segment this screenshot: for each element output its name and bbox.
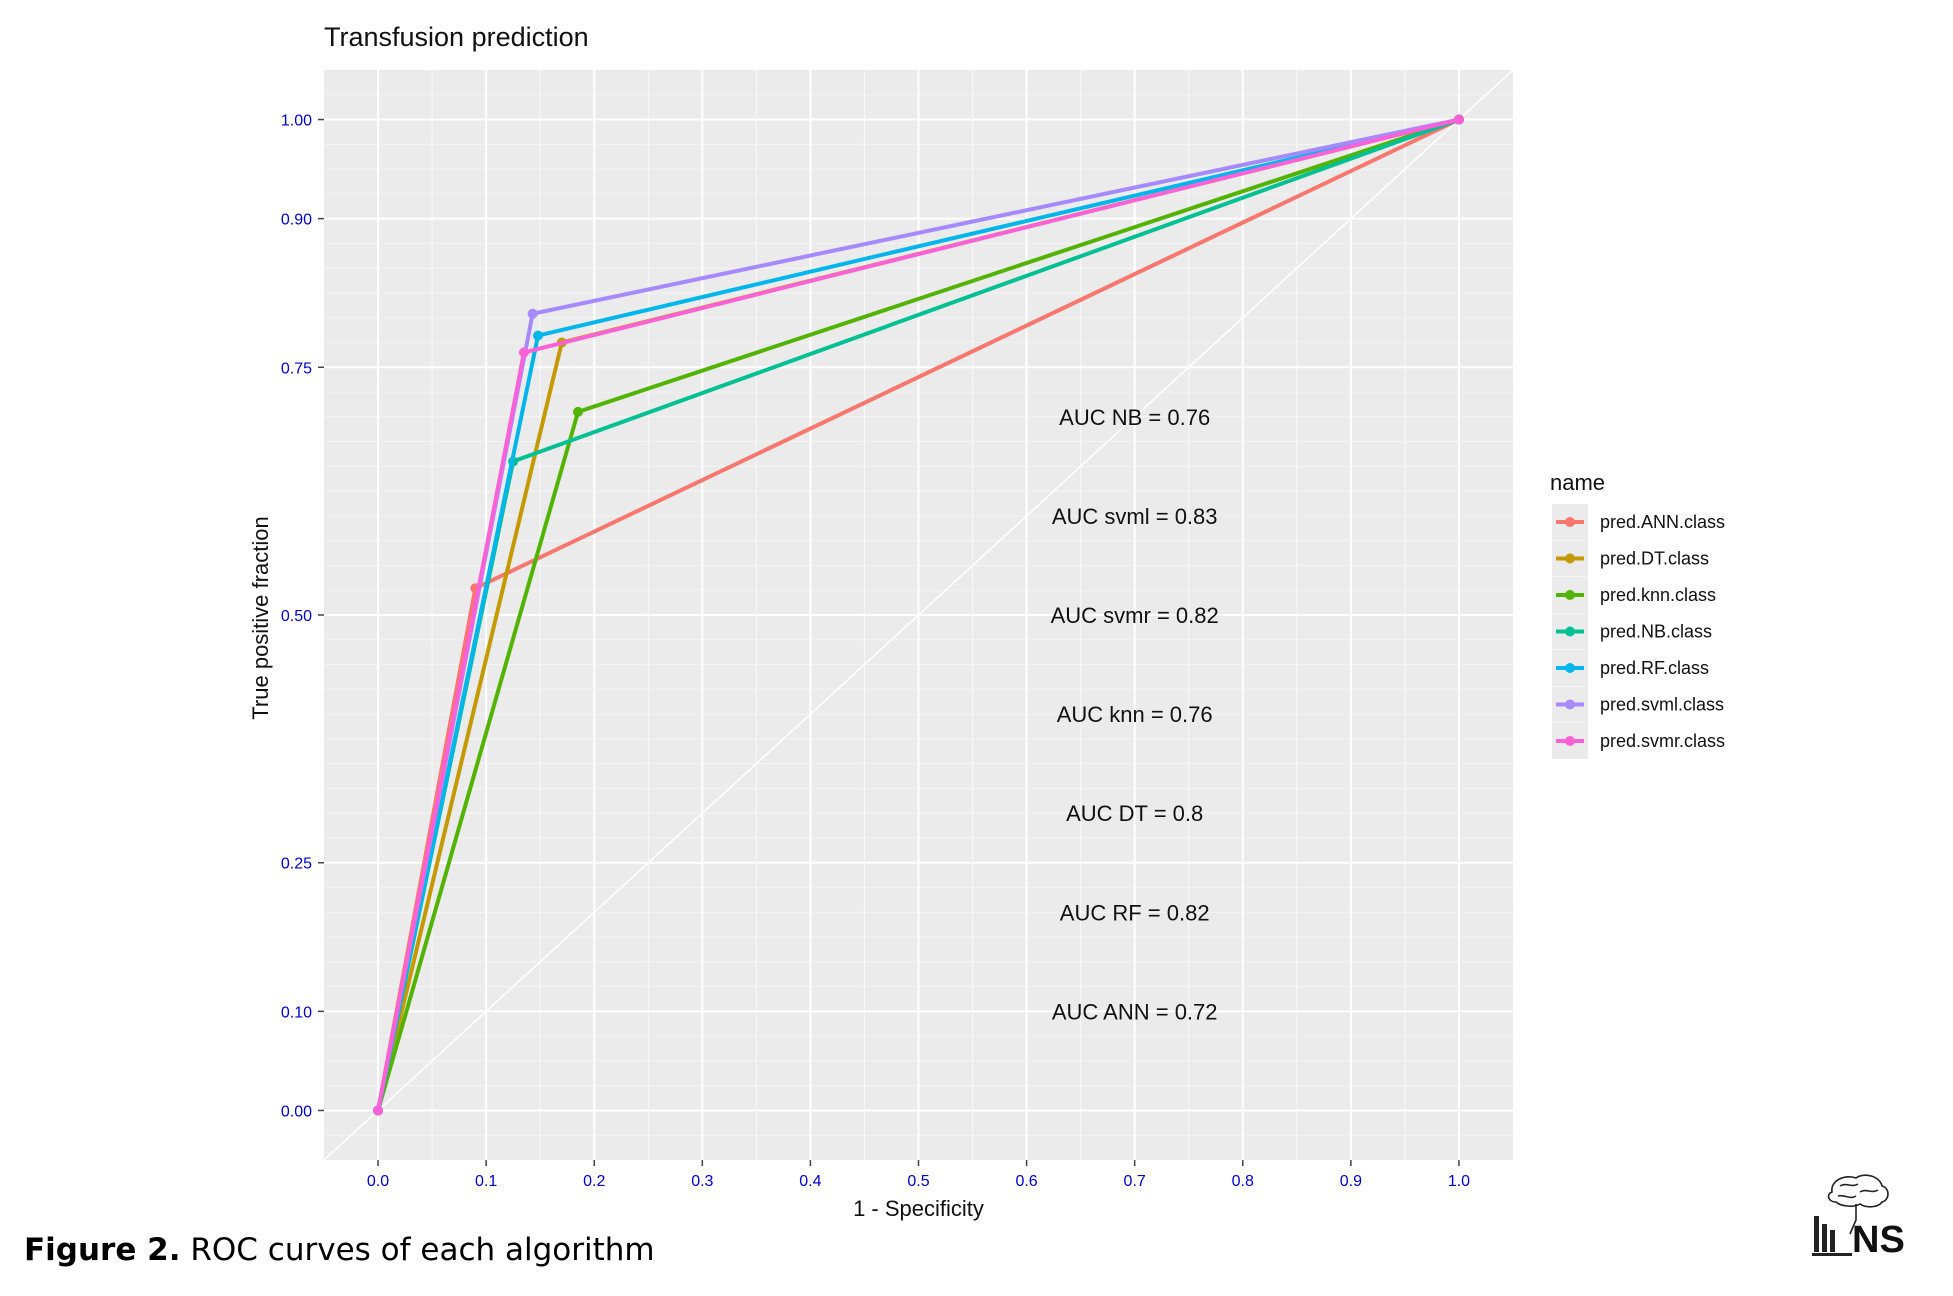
grid-lines [324, 70, 1513, 1160]
legend-item: pred.ANN.class [1552, 504, 1725, 540]
legend-label: pred.ANN.class [1600, 512, 1725, 532]
legend-item: pred.NB.class [1552, 613, 1712, 650]
figure-caption: Figure 2. ROC curves of each algorithm [24, 1232, 655, 1268]
y-axis-ticks: 0.00 0.10 0.25 0.50 0.75 0.90 1.00 [281, 113, 324, 1120]
series-pred-svmr-class [373, 114, 1464, 1116]
x-tick-label: 0.1 [475, 1173, 497, 1190]
series-point [1453, 114, 1464, 125]
y-axis-label: True positive fraction [248, 516, 273, 719]
y-tick-label: 0.75 [281, 360, 312, 377]
chart-title: Transfusion prediction [324, 22, 589, 52]
legend-key-point [1565, 626, 1575, 637]
x-tick-label: 0.6 [1015, 1173, 1037, 1190]
x-tick-label: 0.0 [367, 1173, 389, 1190]
auc-annotation: AUC DT = 0.8 [1066, 801, 1203, 826]
diagonal-line [323, 69, 1514, 1161]
legend-item: pred.RF.class [1552, 650, 1709, 686]
auc-annotation: AUC svml = 0.83 [1052, 504, 1218, 529]
legend-label: pred.knn.class [1600, 585, 1716, 605]
caption-label: Figure 2. [24, 1232, 181, 1268]
logo-underline [1812, 1253, 1852, 1256]
legend-key-point [1565, 590, 1575, 600]
y-tick-label: 0.25 [281, 856, 312, 873]
series-point [533, 330, 544, 341]
legend-key-point [1565, 699, 1575, 710]
legend-key-point [1565, 553, 1575, 564]
auc-annotation: AUC NB = 0.76 [1059, 405, 1210, 430]
legend-item: pred.svmr.class [1552, 723, 1725, 759]
x-tick-label: 0.2 [583, 1173, 605, 1190]
series-point [527, 308, 538, 319]
x-tick-label: 0.7 [1124, 1173, 1146, 1190]
legend-title: name [1550, 470, 1605, 495]
legend-label: pred.NB.class [1600, 622, 1712, 642]
series-lines [373, 114, 1464, 1116]
y-tick-label: 0.50 [281, 608, 312, 625]
series-point [518, 347, 529, 358]
x-axis-label: 1 - Specificity [853, 1196, 984, 1221]
caption-text: ROC curves of each algorithm [180, 1232, 655, 1268]
reference-diagonal [323, 69, 1514, 1161]
x-tick-label: 0.9 [1340, 1173, 1362, 1190]
x-tick-label: 0.3 [691, 1173, 713, 1190]
journal-logo: NS [1812, 1174, 1905, 1258]
x-tick-label: 0.4 [799, 1173, 821, 1190]
auc-annotation: AUC knn = 0.76 [1057, 702, 1213, 727]
brain-icon [1827, 1174, 1889, 1235]
y-tick-label: 0.00 [281, 1103, 312, 1120]
legend-label: pred.svmr.class [1600, 731, 1725, 751]
auc-annotations: AUC NB = 0.76 AUC svml = 0.83 AUC svmr = 0… [1051, 405, 1219, 1025]
legend-key-point [1565, 663, 1575, 673]
y-tick-label: 0.90 [281, 212, 312, 229]
x-axis-ticks: 0.0 0.1 0.2 0.3 0.4 0.5 0.6 0.7 0.8 0.9 1.0 [367, 1160, 1470, 1190]
x-tick-label: 0.8 [1232, 1173, 1254, 1190]
legend-label: pred.RF.class [1600, 658, 1709, 678]
logo-bars-icon [1814, 1216, 1835, 1252]
series-point [373, 1105, 384, 1116]
x-tick-label: 1.0 [1448, 1173, 1470, 1190]
legend: name pred.ANN.class pred.DT.class pred.knn… [1550, 470, 1725, 759]
legend-label: pred.svml.class [1600, 695, 1724, 715]
logo-text: NS [1852, 1219, 1905, 1258]
auc-annotation: AUC ANN = 0.72 [1052, 999, 1218, 1024]
legend-key-point [1565, 736, 1575, 746]
auc-annotation: AUC svmr = 0.82 [1051, 603, 1219, 628]
x-tick-label: 0.5 [907, 1173, 929, 1190]
legend-item: pred.DT.class [1552, 540, 1709, 577]
legend-key-point [1565, 517, 1575, 527]
series-point [573, 406, 584, 417]
y-tick-label: 0.10 [281, 1004, 312, 1021]
y-tick-label: 1.00 [281, 113, 312, 130]
auc-annotation: AUC RF = 0.82 [1060, 900, 1210, 925]
legend-item: pred.svml.class [1552, 686, 1724, 723]
legend-item: pred.knn.class [1552, 577, 1716, 613]
legend-label: pred.DT.class [1600, 549, 1709, 569]
